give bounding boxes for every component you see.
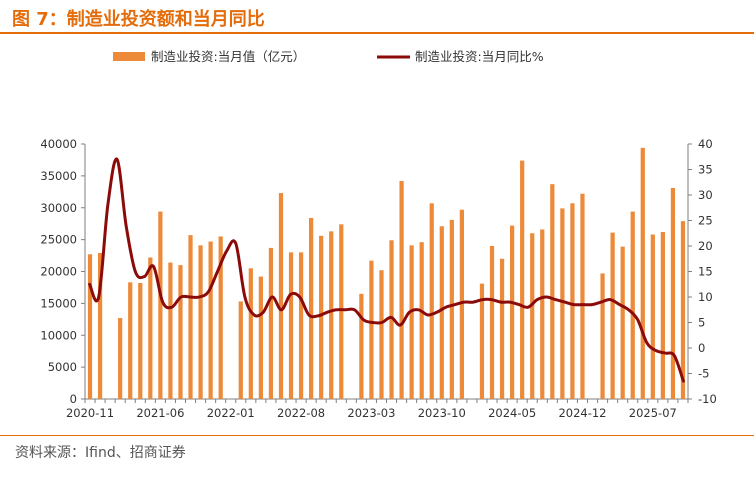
y-right-tick-label: -5	[698, 367, 709, 381]
bar	[188, 235, 193, 399]
bar	[319, 235, 324, 399]
title-divider	[0, 32, 754, 34]
bar	[640, 147, 645, 399]
bar	[540, 229, 545, 399]
bar	[87, 254, 93, 399]
bar	[620, 246, 625, 399]
bar	[570, 203, 575, 399]
bar	[479, 283, 485, 399]
y-right-tick-label: 5	[698, 316, 705, 330]
x-tick-label: 2023-03	[347, 406, 395, 420]
y-right-tick-label: 15	[698, 265, 713, 279]
line-series	[88, 157, 685, 383]
y-left-tick-label: 30000	[40, 201, 77, 215]
x-tick-label: 2022-01	[207, 406, 255, 420]
y-right-tick-label: 20	[698, 239, 713, 253]
bar	[610, 232, 615, 399]
bar	[489, 246, 495, 399]
bar	[208, 241, 213, 399]
y-right-tick-label: 35	[698, 163, 713, 177]
bar	[138, 282, 143, 399]
bar	[148, 257, 153, 399]
legend-label-line: 制造业投资:当月同比%	[415, 49, 544, 64]
figure-title: 图 7：制造业投资额和当月同比	[12, 9, 265, 30]
legend-label-bar: 制造业投资:当月值（亿元）	[151, 49, 305, 64]
bar	[510, 225, 515, 399]
bar	[248, 268, 253, 399]
y-right-tick-label: 0	[698, 341, 705, 355]
x-tick-label: 2024-12	[558, 406, 606, 420]
x-tick-label: 2020-11	[66, 406, 114, 420]
legend-swatch-bar	[113, 52, 145, 61]
bar	[600, 273, 605, 399]
y-left-tick-label: 35000	[40, 169, 77, 183]
bar	[550, 184, 555, 399]
bar	[409, 245, 414, 399]
bar	[560, 208, 565, 399]
bar	[288, 252, 294, 399]
y-right-tick-label: 10	[698, 290, 713, 304]
x-tick-label: 2022-08	[277, 406, 325, 420]
bar	[389, 240, 394, 399]
footer-divider	[0, 435, 754, 436]
bar	[630, 211, 635, 399]
source-note: 资料来源：Ifind、招商证券	[15, 445, 186, 461]
bar	[499, 258, 505, 399]
y-left-tick-label: 15000	[40, 296, 77, 310]
bar	[158, 211, 163, 399]
bar	[459, 209, 464, 399]
bar	[379, 270, 384, 399]
bar	[258, 276, 263, 399]
y-left-tick-label: 40000	[40, 137, 77, 151]
y-left-tick-label: 25000	[40, 233, 77, 247]
bar	[238, 301, 243, 399]
bar	[97, 253, 103, 399]
bar	[178, 265, 183, 399]
x-tick-label: 2025-07	[629, 406, 677, 420]
bar	[128, 282, 133, 399]
bar	[198, 245, 203, 399]
tick-labels: 0 5000 10000 15000 20000 25000 30000 35000 40000…	[40, 137, 716, 420]
bar	[339, 224, 344, 399]
bar	[530, 233, 535, 399]
legend: 制造业投资:当月值（亿元） 制造业投资:当月同比%	[113, 49, 544, 64]
bar	[268, 247, 274, 399]
bar	[309, 217, 314, 399]
bar	[670, 187, 676, 399]
bar	[218, 236, 223, 399]
y-left-tick-label: 5000	[48, 360, 77, 374]
y-left-tick-label: 0	[70, 392, 77, 406]
bar	[118, 318, 123, 399]
x-tick-label: 2024-05	[488, 406, 536, 420]
bar	[168, 262, 173, 399]
y-left-tick-label: 10000	[40, 328, 77, 342]
y-left-tick-label: 20000	[40, 265, 77, 279]
x-tick-label: 2021-06	[136, 406, 184, 420]
y-right-tick-label: 30	[698, 188, 713, 202]
yoy-line	[88, 157, 685, 383]
bar	[298, 252, 304, 399]
bar	[399, 180, 404, 399]
bar	[660, 231, 665, 399]
bar	[650, 234, 655, 399]
y-right-tick-label: 40	[698, 137, 713, 151]
bar	[680, 221, 686, 399]
axes	[81, 143, 692, 403]
bar	[369, 260, 374, 399]
y-right-tick-label: 25	[698, 214, 713, 228]
bar	[359, 293, 364, 399]
x-tick-label: 2023-10	[418, 406, 466, 420]
bar	[580, 193, 585, 399]
y-right-tick-label: -10	[698, 392, 717, 406]
bar	[429, 203, 434, 399]
bar	[449, 219, 454, 399]
bar	[278, 193, 284, 399]
bar	[439, 226, 444, 399]
bar	[329, 231, 334, 399]
bar	[520, 160, 525, 399]
bar	[419, 242, 424, 399]
bar-series	[87, 147, 686, 399]
